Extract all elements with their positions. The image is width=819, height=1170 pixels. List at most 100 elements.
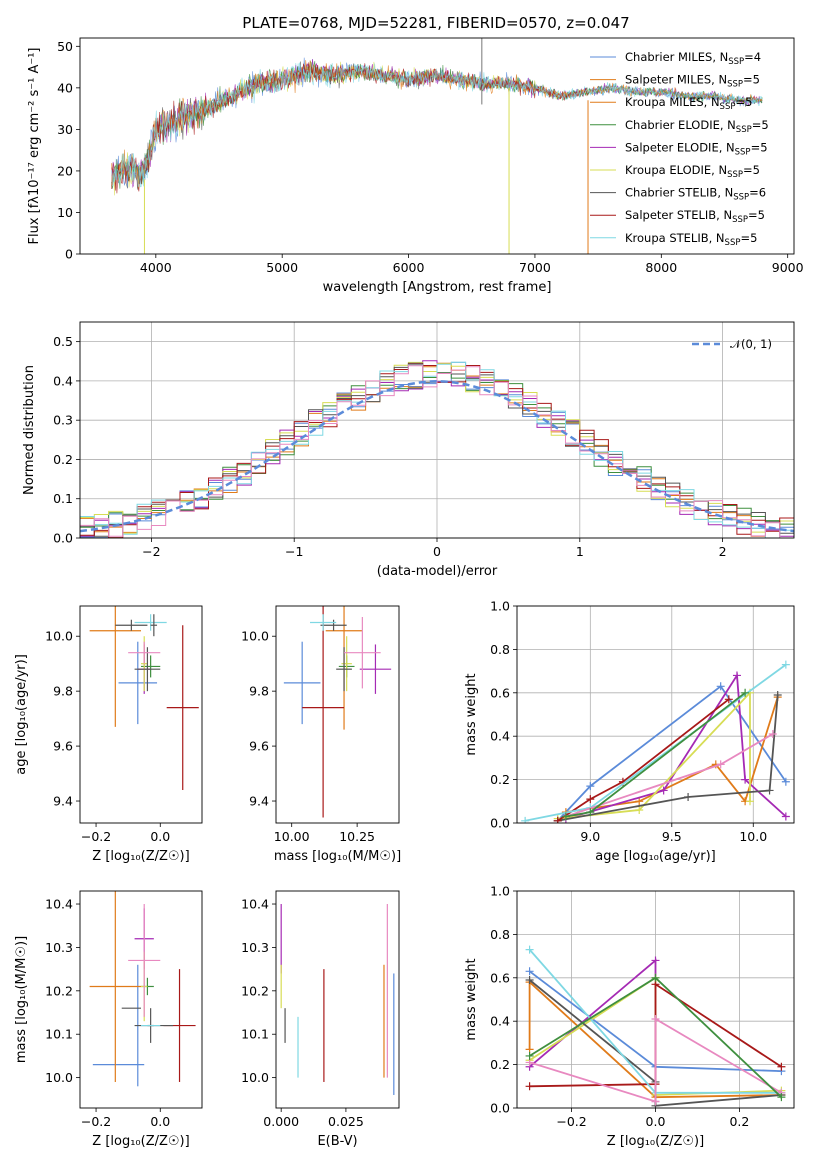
x-tick-label: 9000 bbox=[772, 260, 804, 275]
residuals-frame bbox=[79, 321, 795, 539]
age-weight-axes: 9.0 9.5 10.0 0.0 0.2 0.4 0.6 0.8 1.0 age [log₁₀(a… bbox=[464, 599, 794, 864]
spectrum-series-line bbox=[111, 62, 589, 194]
y-tick-label: 10.0 bbox=[45, 1070, 73, 1085]
figure-title: PLATE=0768, MJD=52281, FIBERID=0570, z=0… bbox=[242, 14, 629, 32]
y-tick-label: 0.4 bbox=[490, 729, 510, 744]
legend-label: Chabrier MILES, N bbox=[625, 50, 728, 64]
z-age-xlabel: Z [log₁₀(Z/Z☉)] bbox=[92, 849, 189, 864]
legend-subscript: SSP bbox=[736, 125, 752, 135]
z-age-ylabel: age [log₁₀(age/yr)] bbox=[14, 654, 29, 775]
y-tick-label: 10.0 bbox=[45, 629, 73, 644]
weight-marker bbox=[659, 786, 668, 795]
y-tick-label: 0.3 bbox=[53, 413, 73, 428]
y-tick-label: 9.8 bbox=[249, 684, 269, 699]
legend-ssp: =4 bbox=[744, 50, 761, 64]
legend-ssp: =6 bbox=[749, 186, 766, 200]
x-tick-label: 4000 bbox=[140, 260, 172, 275]
weight-marker bbox=[525, 1051, 534, 1060]
x-tick-label: 0.025 bbox=[328, 1114, 364, 1129]
y-tick-label: 50 bbox=[57, 39, 73, 54]
mass-age-points bbox=[283, 606, 392, 818]
legend-entry: Chabrier ELODIE, NSSP=5 bbox=[625, 118, 769, 135]
x-tick-label: 1 bbox=[576, 544, 584, 559]
x-tick-label: 10.25 bbox=[339, 829, 375, 844]
age-weight-frame bbox=[516, 605, 795, 824]
y-tick-label: 1.0 bbox=[490, 599, 510, 614]
y-tick-label: 0.6 bbox=[490, 970, 510, 985]
weight-series-line bbox=[528, 980, 782, 1099]
age-weight-lines bbox=[521, 660, 790, 823]
weight-marker bbox=[651, 956, 660, 965]
mass-age-frame bbox=[275, 605, 400, 824]
z-age-frame bbox=[79, 605, 203, 824]
y-tick-label: 0.2 bbox=[490, 772, 510, 787]
residuals-ylabel: Normed distribution bbox=[22, 365, 37, 495]
weight-marker bbox=[635, 797, 644, 806]
z-age-points bbox=[89, 606, 199, 791]
x-tick-label: 10.00 bbox=[274, 829, 310, 844]
spectrum-lines bbox=[111, 38, 763, 254]
legend-ssp: =5 bbox=[735, 95, 752, 109]
weight-marker bbox=[773, 690, 782, 699]
weight-marker bbox=[777, 1093, 786, 1102]
y-tick-label: 10.0 bbox=[241, 629, 269, 644]
legend-entry: Chabrier STELIB, NSSP=6 bbox=[625, 186, 766, 203]
legend-entry: Kroupa MILES, NSSP=5 bbox=[625, 95, 752, 112]
z-mass-ylabel: mass [log₁₀(M/M☉)] bbox=[14, 936, 29, 1063]
y-tick-label: 10.2 bbox=[241, 983, 269, 998]
y-tick-label: 10 bbox=[57, 205, 73, 220]
spectrum-axes: 4000 5000 6000 7000 8000 9000 0 10 20 30 40 50 wavel… bbox=[27, 39, 804, 295]
y-tick-label: 0.0 bbox=[490, 816, 510, 831]
z-mass-xlabel: Z [log₁₀(Z/Z☉)] bbox=[92, 1134, 189, 1149]
y-tick-label: 9.8 bbox=[53, 684, 73, 699]
y-tick-label: 9.4 bbox=[53, 794, 73, 809]
weight-marker bbox=[741, 688, 750, 697]
residual-legend: 𝒩(0, 1) bbox=[692, 337, 772, 351]
legend-ssp: =5 bbox=[751, 140, 768, 154]
z-weight-frame bbox=[516, 890, 795, 1109]
legend-subscript: SSP bbox=[728, 57, 744, 67]
weight-marker bbox=[525, 945, 534, 954]
y-tick-label: 40 bbox=[57, 80, 73, 95]
weight-marker bbox=[586, 808, 595, 817]
y-tick-label: 0.2 bbox=[53, 452, 73, 467]
z-mass-frame bbox=[79, 890, 203, 1109]
legend-label: Kroupa ELODIE, N bbox=[625, 163, 727, 177]
legend-label: Kroupa STELIB, N bbox=[625, 231, 725, 245]
normal-curve bbox=[80, 380, 794, 533]
weight-marker bbox=[651, 973, 660, 982]
legend-label: Kroupa MILES, N bbox=[625, 95, 720, 109]
y-tick-label: 0.2 bbox=[490, 1057, 510, 1072]
legend-entry: 𝒩(0, 1) bbox=[730, 337, 772, 351]
z-age-axes: −0.2 0.0 9.4 9.6 9.8 10.0 Z [log₁₀(Z/Z☉)] age [… bbox=[14, 629, 190, 864]
weight-marker bbox=[724, 695, 733, 704]
z-weight-ylabel: mass weight bbox=[464, 958, 479, 1040]
legend-subscript: SSP bbox=[725, 238, 741, 248]
y-tick-label: 0.1 bbox=[53, 491, 73, 506]
residuals-axes: −2 −1 0 1 2 0.0 0.1 0.2 0.3 0.4 0.5 (data-model)/er… bbox=[22, 322, 794, 579]
weight-marker bbox=[746, 797, 755, 806]
ebv-mass-points bbox=[280, 904, 395, 1095]
ebv-mass-axes: 0.000 0.025 10.0 10.1 10.2 10.3 10.4 E(B-V) bbox=[241, 897, 364, 1149]
z-mass-axes: −0.2 0.0 10.0 10.1 10.2 10.3 10.4 Z [log₁₀(Z/Z☉… bbox=[14, 897, 190, 1149]
weight-marker bbox=[781, 812, 790, 821]
y-tick-label: 0.5 bbox=[53, 334, 73, 349]
weight-marker bbox=[716, 682, 725, 691]
weight-marker bbox=[781, 777, 790, 786]
z-weight-axes: −0.2 0.0 0.2 0.0 0.2 0.4 0.6 0.8 1.0 Z [log₁₀(Z/Z… bbox=[464, 884, 794, 1149]
y-tick-label: 9.4 bbox=[249, 794, 269, 809]
legend-label: Salpeter ELODIE, N bbox=[625, 140, 735, 154]
weight-marker bbox=[635, 805, 644, 814]
mass-age-xlabel: mass [log₁₀(M/M☉)] bbox=[274, 849, 401, 864]
y-tick-label: 9.6 bbox=[249, 739, 269, 754]
y-tick-label: 20 bbox=[57, 163, 73, 178]
age-weight-xlabel: age [log₁₀(age/yr)] bbox=[595, 849, 716, 864]
y-tick-label: 0.8 bbox=[490, 927, 510, 942]
legend-ssp: =5 bbox=[743, 73, 760, 87]
weight-marker bbox=[781, 660, 790, 669]
legend-ssp: =5 bbox=[740, 231, 757, 245]
x-tick-label: 0.000 bbox=[263, 1114, 299, 1129]
legend-entry: Chabrier MILES, NSSP=4 bbox=[625, 50, 761, 67]
weight-marker bbox=[651, 1015, 660, 1024]
